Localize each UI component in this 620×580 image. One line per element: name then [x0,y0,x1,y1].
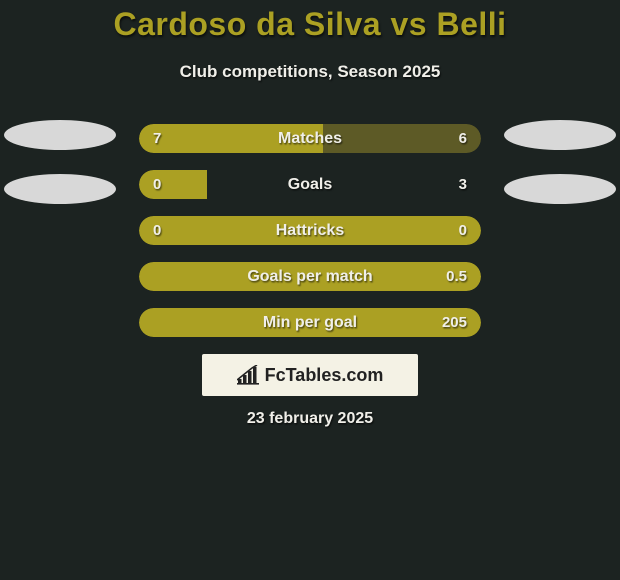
player-right-avatar-1 [504,120,616,150]
page-subtitle: Club competitions, Season 2025 [0,62,620,82]
brand-badge[interactable]: FcTables.com [202,354,418,396]
avatar-column-right [500,120,620,204]
metric-label: Matches [139,124,481,153]
brand-label: FcTables.com [265,365,384,386]
metric-label: Goals per match [139,262,481,291]
comparison-infographic: Cardoso da Silva vs Belli Club competiti… [0,0,620,580]
metric-bar: 0.5Goals per match [139,262,481,291]
infographic-date: 23 february 2025 [0,410,620,428]
metric-label: Hattricks [139,216,481,245]
metric-bars: 76Matches 03Goals 00Hattricks 0.5Goals per … [139,124,481,337]
player-left-avatar-1 [4,120,116,150]
metric-bar: 76Matches [139,124,481,153]
player-right-avatar-2 [504,174,616,204]
metric-bar: 03Goals [139,170,481,199]
player-left-avatar-2 [4,174,116,204]
bar-chart-icon [237,365,261,385]
metric-label: Min per goal [139,308,481,337]
avatar-column-left [0,120,120,204]
page-title: Cardoso da Silva vs Belli [0,6,620,43]
metric-label: Goals [139,170,481,199]
metric-bar: 205Min per goal [139,308,481,337]
metric-bar: 00Hattricks [139,216,481,245]
